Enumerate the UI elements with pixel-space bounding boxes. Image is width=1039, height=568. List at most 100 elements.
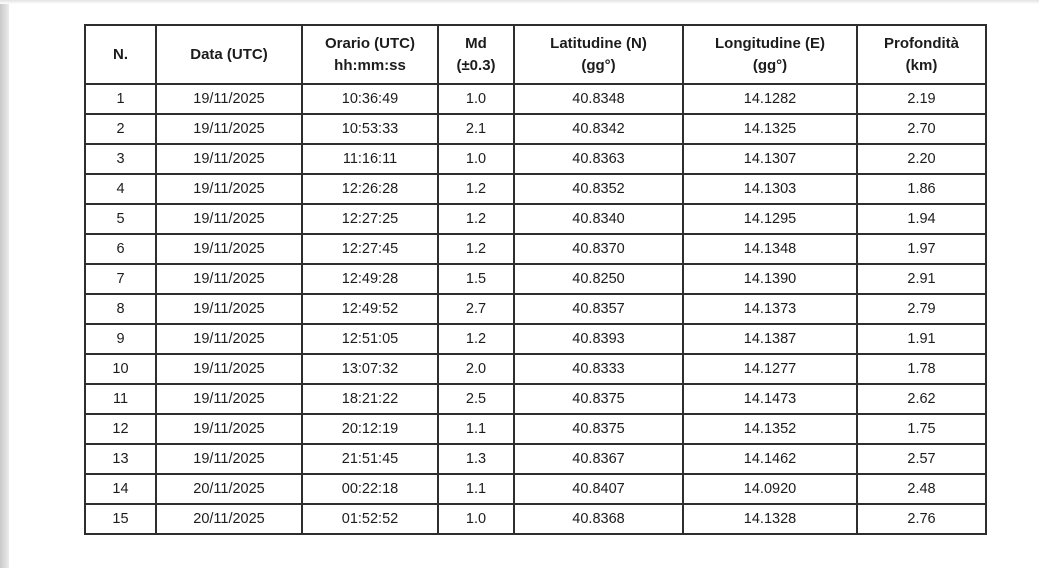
cell-n: 13	[84, 443, 157, 475]
cell-latitudine: 40.8370	[513, 233, 684, 265]
photo-edge-top	[0, 0, 1039, 4]
cell-md: 1.2	[437, 323, 515, 355]
cell-profondita: 2.79	[856, 293, 987, 325]
cell-orario: 01:52:52	[301, 503, 439, 535]
table-row: 10 19/11/2025 13:07:32 2.0 40.8333 14.1277 1.7…	[84, 353, 987, 385]
cell-latitudine: 40.8368	[513, 503, 684, 535]
cell-data: 19/11/2025	[155, 233, 303, 265]
column-header-line2: hh:mm:ss	[334, 56, 406, 74]
table-row: 14 20/11/2025 00:22:18 1.1 40.8407 14.0920 2.4…	[84, 473, 987, 505]
cell-data: 20/11/2025	[155, 503, 303, 535]
photo-edge-left	[0, 0, 9, 568]
cell-orario: 00:22:18	[301, 473, 439, 505]
cell-profondita: 2.91	[856, 263, 987, 295]
cell-n: 5	[84, 203, 157, 235]
cell-data: 19/11/2025	[155, 323, 303, 355]
column-header-line1: Md	[465, 34, 487, 52]
table-row: 4 19/11/2025 12:26:28 1.2 40.8352 14.1303 1.86	[84, 173, 987, 205]
column-header-line1: Latitudine (N)	[550, 34, 647, 52]
cell-longitudine: 14.1303	[682, 173, 858, 205]
cell-longitudine: 14.1352	[682, 413, 858, 445]
cell-latitudine: 40.8393	[513, 323, 684, 355]
cell-md: 2.0	[437, 353, 515, 385]
cell-longitudine: 14.1462	[682, 443, 858, 475]
cell-longitudine: 14.1390	[682, 263, 858, 295]
cell-profondita: 2.57	[856, 443, 987, 475]
cell-profondita: 1.91	[856, 323, 987, 355]
cell-orario: 12:49:52	[301, 293, 439, 325]
cell-md: 1.1	[437, 473, 515, 505]
cell-data: 20/11/2025	[155, 473, 303, 505]
table-row: 3 19/11/2025 11:16:11 1.0 40.8363 14.1307 2.20	[84, 143, 987, 175]
column-header-md: Md (±0.3)	[437, 24, 515, 85]
cell-longitudine: 14.1373	[682, 293, 858, 325]
cell-latitudine: 40.8340	[513, 203, 684, 235]
cell-latitudine: 40.8367	[513, 443, 684, 475]
cell-latitudine: 40.8250	[513, 263, 684, 295]
cell-orario: 21:51:45	[301, 443, 439, 475]
cell-md: 1.2	[437, 173, 515, 205]
table-body: 1 19/11/2025 10:36:49 1.0 40.8348 14.1282 2.19…	[84, 83, 987, 535]
cell-md: 1.1	[437, 413, 515, 445]
cell-profondita: 1.97	[856, 233, 987, 265]
cell-longitudine: 14.1295	[682, 203, 858, 235]
cell-data: 19/11/2025	[155, 443, 303, 475]
cell-longitudine: 14.1473	[682, 383, 858, 415]
cell-data: 19/11/2025	[155, 293, 303, 325]
table-row: 15 20/11/2025 01:52:52 1.0 40.8368 14.1328 2.7…	[84, 503, 987, 535]
column-header-line1: Data (UTC)	[190, 45, 268, 63]
cell-data: 19/11/2025	[155, 173, 303, 205]
cell-md: 1.5	[437, 263, 515, 295]
cell-n: 12	[84, 413, 157, 445]
cell-profondita: 1.75	[856, 413, 987, 445]
cell-n: 1	[84, 83, 157, 115]
cell-longitudine: 14.1325	[682, 113, 858, 145]
cell-orario: 11:16:11	[301, 143, 439, 175]
column-header-orario: Orario (UTC) hh:mm:ss	[301, 24, 439, 85]
cell-profondita: 1.78	[856, 353, 987, 385]
column-header-latitudine: Latitudine (N) (gg°)	[513, 24, 684, 85]
column-header-profondita: Profondità (km)	[856, 24, 987, 85]
cell-longitudine: 14.1277	[682, 353, 858, 385]
cell-data: 19/11/2025	[155, 383, 303, 415]
column-header-line2: (gg°)	[752, 56, 788, 74]
cell-longitudine: 14.1328	[682, 503, 858, 535]
cell-orario: 10:53:33	[301, 113, 439, 145]
cell-latitudine: 40.8357	[513, 293, 684, 325]
table-row: 13 19/11/2025 21:51:45 1.3 40.8367 14.1462 2.5…	[84, 443, 987, 475]
table-row: 1 19/11/2025 10:36:49 1.0 40.8348 14.1282 2.19	[84, 83, 987, 115]
cell-n: 15	[84, 503, 157, 535]
cell-n: 10	[84, 353, 157, 385]
cell-md: 1.0	[437, 83, 515, 115]
cell-n: 7	[84, 263, 157, 295]
cell-n: 9	[84, 323, 157, 355]
cell-orario: 10:36:49	[301, 83, 439, 115]
cell-n: 11	[84, 383, 157, 415]
cell-n: 3	[84, 143, 157, 175]
cell-orario: 20:12:19	[301, 413, 439, 445]
cell-orario: 12:26:28	[301, 173, 439, 205]
column-header-longitudine: Longitudine (E) (gg°)	[682, 24, 858, 85]
cell-md: 1.2	[437, 203, 515, 235]
cell-data: 19/11/2025	[155, 83, 303, 115]
cell-n: 6	[84, 233, 157, 265]
cell-profondita: 1.94	[856, 203, 987, 235]
cell-latitudine: 40.8333	[513, 353, 684, 385]
column-header-line2: (gg°)	[581, 56, 616, 74]
cell-n: 8	[84, 293, 157, 325]
cell-n: 14	[84, 473, 157, 505]
table-header-row: N. Data (UTC) Orario (UTC) hh:mm:ss Md (…	[84, 24, 987, 85]
cell-latitudine: 40.8342	[513, 113, 684, 145]
cell-longitudine: 14.1282	[682, 83, 858, 115]
table-row: 6 19/11/2025 12:27:45 1.2 40.8370 14.1348 1.97	[84, 233, 987, 265]
cell-profondita: 2.70	[856, 113, 987, 145]
cell-latitudine: 40.8348	[513, 83, 684, 115]
cell-md: 2.7	[437, 293, 515, 325]
cell-data: 19/11/2025	[155, 143, 303, 175]
cell-longitudine: 14.1387	[682, 323, 858, 355]
cell-md: 1.0	[437, 503, 515, 535]
table-row: 11 19/11/2025 18:21:22 2.5 40.8375 14.1473 2.6…	[84, 383, 987, 415]
cell-profondita: 2.20	[856, 143, 987, 175]
cell-profondita: 1.86	[856, 173, 987, 205]
column-header-line1: Orario (UTC)	[325, 34, 415, 52]
